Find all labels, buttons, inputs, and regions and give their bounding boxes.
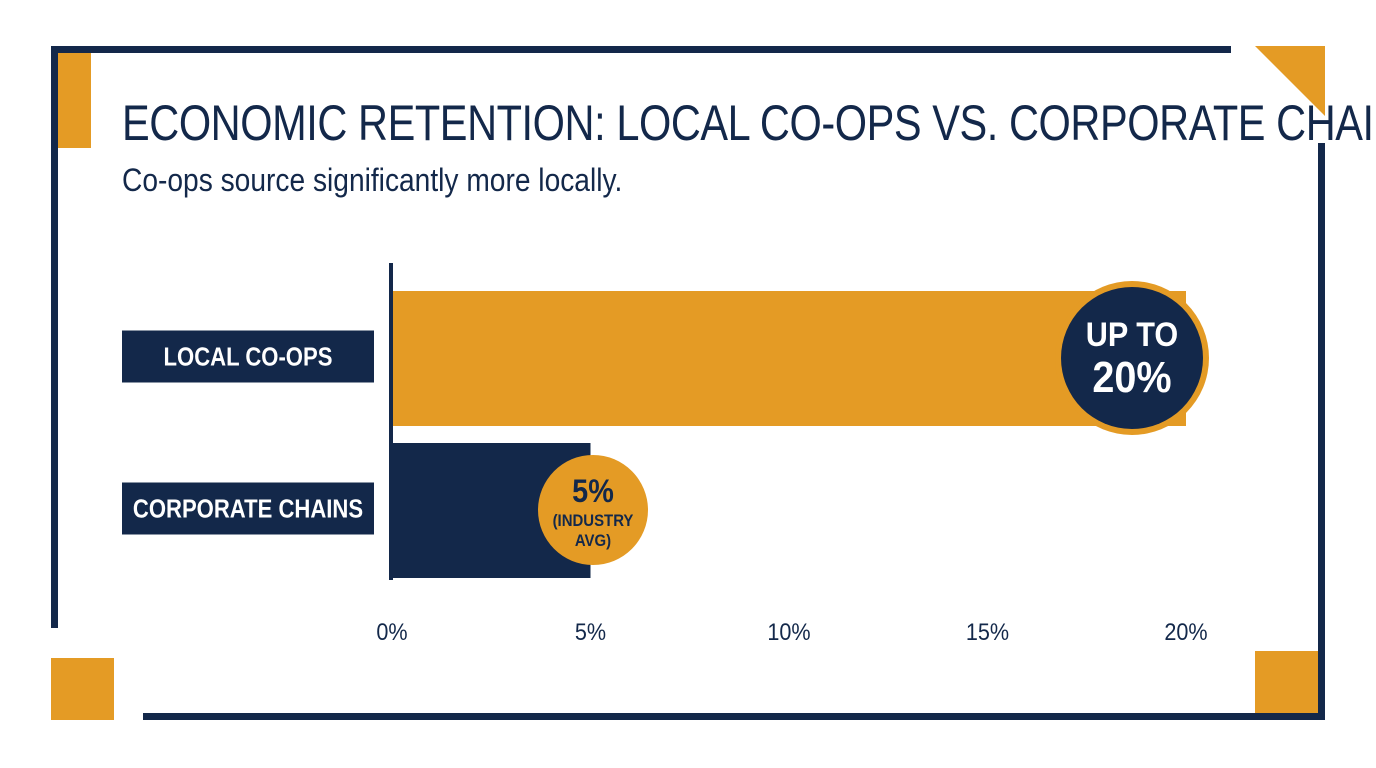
category-label-box <box>122 482 374 535</box>
corner-accent-top-left <box>58 53 91 148</box>
annotation-badge-corporate-chains <box>538 455 648 565</box>
frame-right-border <box>1318 143 1325 720</box>
corner-accent-top-right <box>1255 46 1325 116</box>
annotation-text: (INDUSTRY <box>553 512 634 530</box>
corner-accent-bottom-left <box>51 658 114 720</box>
x-tick-label: 0% <box>376 618 407 645</box>
x-tick-label: 5% <box>575 618 606 645</box>
frame-left-border <box>51 46 58 628</box>
frame-bottom-border <box>143 713 1325 720</box>
corner-accent-bottom-right <box>1255 651 1318 713</box>
category-label: CORPORATE CHAINS <box>133 495 363 524</box>
annotation-text: UP TO <box>1086 316 1178 354</box>
annotation-text: AVG) <box>575 532 611 550</box>
frame-top-border <box>51 46 1231 53</box>
x-tick-label: 15% <box>966 618 1009 645</box>
annotation-text: 5% <box>572 474 614 510</box>
category-label-box <box>122 330 374 383</box>
chart-subtitle: Co-ops source significantly more locally… <box>122 162 623 198</box>
annotation-badge-local-co-ops <box>1061 287 1203 429</box>
chart-title: ECONOMIC RETENTION: LOCAL CO-OPS VS. COR… <box>122 95 1376 151</box>
annotation-text: 20% <box>1092 352 1171 401</box>
x-tick-label: 10% <box>767 618 810 645</box>
category-label: LOCAL CO-OPS <box>164 343 333 372</box>
x-tick-label: 20% <box>1164 618 1207 645</box>
bar-local-co-ops <box>392 291 1186 426</box>
